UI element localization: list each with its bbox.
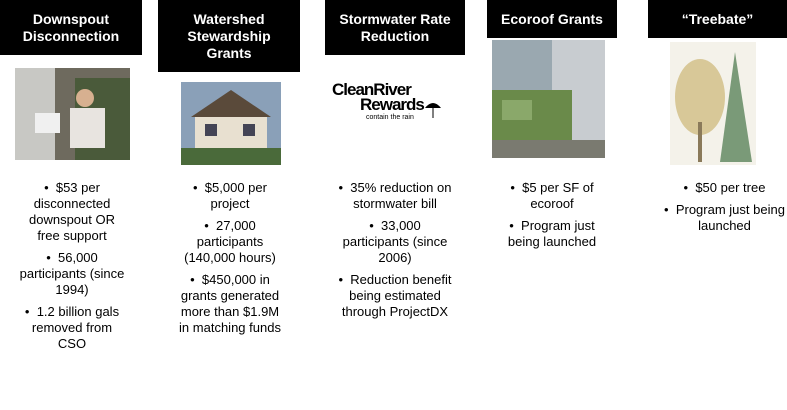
- bullet: 1.2 billion gals removed from CSO: [17, 304, 127, 352]
- bullet: $53 per disconnected downspout OR free s…: [17, 180, 127, 244]
- bullet-list: $5,000 per project 27,000 participants (1…: [175, 180, 285, 342]
- drawing-trees: [670, 42, 756, 165]
- bullet-list: 35% reduction on stormwater bill 33,000 p…: [335, 180, 455, 326]
- photo-ecoroof: [492, 40, 605, 158]
- column-title: “Treebate”: [648, 0, 787, 38]
- bullet: $5 per SF of ecoroof: [497, 180, 607, 212]
- bullet-list: $5 per SF of ecoroof Program just being l…: [497, 180, 607, 256]
- bullet: Program just being launched: [662, 202, 787, 234]
- logo-tagline: contain the rain: [366, 114, 414, 121]
- bullet: 27,000 participants (140,000 hours): [175, 218, 285, 266]
- column-title: Downspout Disconnection: [0, 0, 142, 55]
- logo-line1: CleanRiver: [332, 80, 412, 99]
- bullet: Program just being launched: [497, 218, 607, 250]
- logo-clean-river: CleanRiver Rewards contain the rain: [332, 80, 441, 121]
- column-title: Stormwater Rate Reduction: [325, 0, 465, 55]
- photo-downspout: [15, 68, 130, 160]
- bullet: $5,000 per project: [175, 180, 285, 212]
- column-title: Ecoroof Grants: [487, 0, 617, 38]
- bullet: 33,000 participants (since 2006): [335, 218, 455, 266]
- bullet: 35% reduction on stormwater bill: [335, 180, 455, 212]
- logo-line2: Rewards: [360, 95, 424, 114]
- bullet: Reduction benefit being estimated throug…: [335, 272, 455, 320]
- bullet-list: $50 per tree Program just being launched: [662, 180, 787, 240]
- bullet: 56,000 participants (since 1994): [17, 250, 127, 298]
- photo-house: [181, 82, 281, 165]
- bullet: $450,000 in grants generated more than $…: [175, 272, 285, 336]
- column-title: Watershed Stewardship Grants: [158, 0, 300, 72]
- bullet: $50 per tree: [662, 180, 787, 196]
- bullet-list: $53 per disconnected downspout OR free s…: [17, 180, 127, 358]
